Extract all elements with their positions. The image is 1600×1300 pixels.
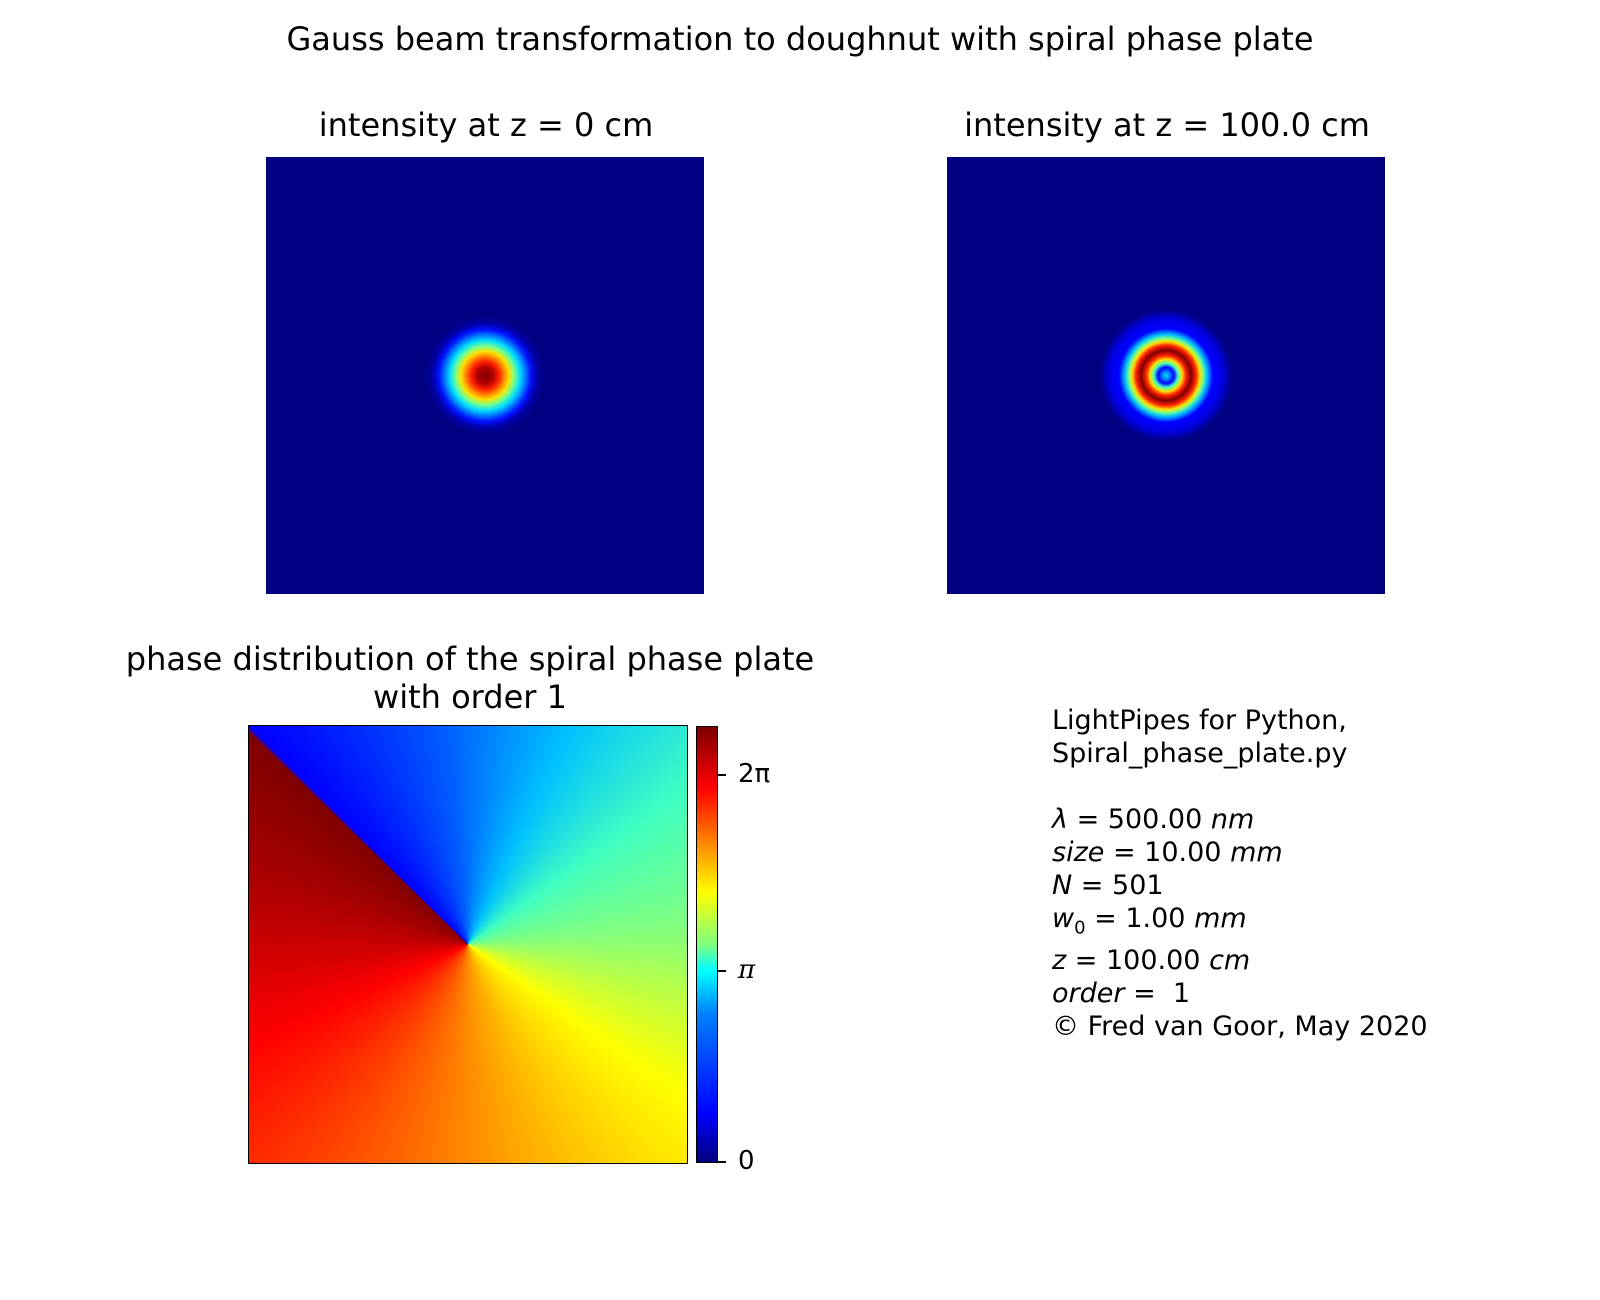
eq-sign: = (1133, 978, 1156, 1010)
phase-title-line2: with order 1 (373, 678, 567, 716)
eq-sign: = (1094, 903, 1117, 934)
order-value: 1 (1172, 978, 1191, 1010)
lambda-symbol: λ (1052, 804, 1068, 835)
colorbar-tick-pi (718, 970, 726, 972)
colorbar-tick-0 (718, 1161, 726, 1163)
parameter-info: LightPipes for Python, Spiral_phase_plat… (1052, 704, 1428, 1043)
lambda-unit: nm (1210, 804, 1255, 835)
w0-value: 1.00 (1125, 903, 1186, 934)
info-z: z = 100.00 cm (1052, 944, 1428, 977)
z-unit: cm (1209, 945, 1251, 977)
colorbar-label-pi-text: π (738, 955, 756, 985)
info-lambda: λ = 500.00 nm (1052, 803, 1428, 836)
eq-sign: = (1112, 837, 1136, 868)
w0-symbol: w (1052, 903, 1075, 934)
colorbar-label-0: 0 (738, 1146, 755, 1176)
info-copyright: © Fred van Goor, May 2020 (1052, 1011, 1428, 1043)
n-symbol: N (1052, 870, 1073, 901)
size-symbol: size (1052, 837, 1105, 868)
n-value: 501 (1112, 870, 1164, 901)
colorbar-label-pi: π (738, 955, 755, 985)
info-order: order = 1 (1052, 977, 1428, 1010)
phase-plate-title: phase distribution of the spiral phase p… (60, 640, 880, 716)
intensity-z0-title: intensity at z = 0 cm (318, 106, 654, 144)
intensity-z100-title: intensity at z = 100.0 cm (964, 106, 1370, 144)
info-n: N = 501 (1052, 869, 1428, 902)
colorbar-tick-2pi (718, 774, 726, 776)
colorbar-label-2pi-text: 2π (738, 759, 771, 789)
intensity-heatmap-z0 (266, 157, 704, 594)
eq-sign: = (1074, 945, 1098, 977)
size-value: 10.00 (1144, 837, 1222, 868)
order-symbol: order (1052, 978, 1125, 1010)
w0-subscript: 0 (1074, 917, 1086, 939)
z-symbol: z (1052, 945, 1067, 977)
info-size: size = 10.00 mm (1052, 836, 1428, 869)
eq-sign: = (1076, 804, 1100, 835)
phase-title-line1: phase distribution of the spiral phase p… (125, 640, 815, 678)
info-w0: w0 = 1.00 mm (1052, 902, 1428, 944)
info-line1: LightPipes for Python, (1052, 705, 1347, 736)
intensity-heatmap-z100 (947, 157, 1385, 594)
phase-heatmap (248, 725, 688, 1164)
size-unit: mm (1230, 837, 1283, 868)
w0-unit: mm (1194, 903, 1247, 934)
z-value: 100.00 (1106, 945, 1201, 977)
figure-suptitle: Gauss beam transformation to doughnut wi… (286, 20, 1314, 58)
colorbar-label-2pi: 2π (738, 759, 770, 789)
eq-sign: = (1080, 870, 1104, 901)
phase-colorbar (696, 726, 718, 1163)
info-line2: Spiral_phase_plate.py (1052, 738, 1348, 769)
lambda-value: 500.00 (1107, 804, 1203, 835)
